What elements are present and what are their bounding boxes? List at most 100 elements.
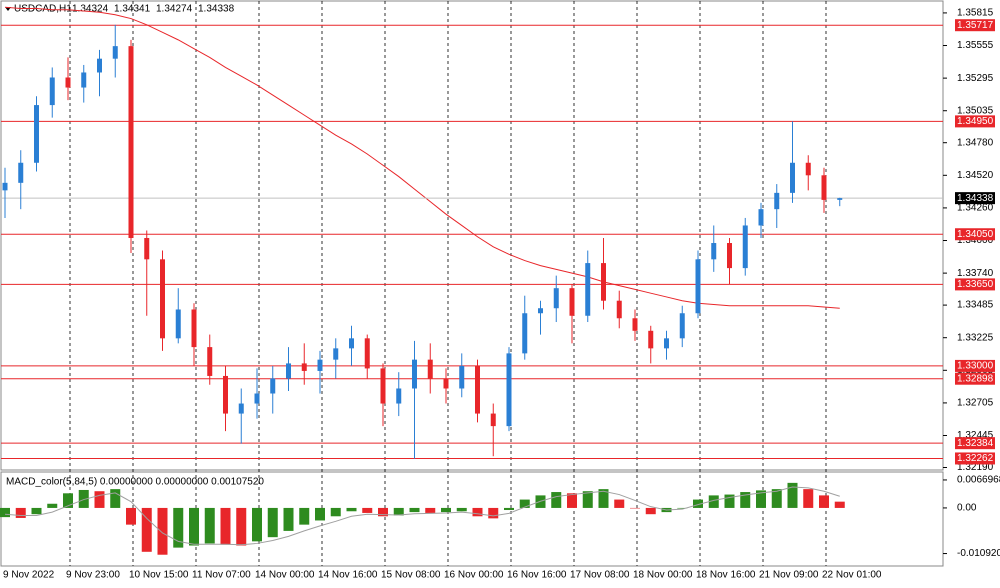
level-label-box	[955, 359, 995, 372]
macd-bar	[330, 507, 341, 517]
y-tick-label: 1.32445	[957, 430, 994, 441]
candle-body	[160, 259, 165, 339]
macd-bar	[425, 507, 436, 513]
y-tick-label: 1.32190	[957, 462, 994, 473]
candle-body	[648, 330, 654, 349]
candle-body	[238, 403, 244, 414]
x-tick-label: 18 Nov 00:00	[633, 570, 693, 581]
level-label-box	[955, 19, 995, 32]
level-label: 1.32262	[957, 453, 994, 464]
macd-bar	[204, 507, 215, 544]
header-high: 1.34341	[114, 4, 151, 15]
macd-signal	[4, 486, 840, 546]
macd-bar	[220, 507, 231, 545]
x-tick-label: 9 Nov 2022	[3, 570, 55, 581]
macd-bar	[362, 507, 373, 513]
x-tick-label: 18 Nov 16:00	[696, 570, 756, 581]
candle-body	[333, 348, 339, 360]
level-label-box	[955, 228, 995, 241]
y-tick-label: 1.34520	[957, 170, 994, 181]
candle-body	[443, 378, 449, 389]
macd-bar	[110, 489, 121, 508]
candle-body	[270, 378, 276, 394]
macd-bar	[409, 507, 420, 513]
macd-bar	[63, 493, 73, 508]
macd-bar	[346, 507, 357, 512]
macd-bar	[724, 494, 735, 508]
candle-body	[128, 46, 134, 239]
candle-body	[191, 309, 197, 348]
macd-bar	[378, 507, 388, 517]
candle-body	[758, 209, 764, 226]
x-tick-label: 11 Nov 07:00	[192, 570, 251, 581]
macd-bar	[267, 507, 278, 538]
macd-bar	[834, 501, 845, 508]
candle-body	[727, 243, 732, 269]
y-tick-label: 1.34780	[957, 137, 994, 148]
macd-bar	[393, 507, 404, 516]
y-tick-label: 1.34260	[957, 203, 994, 214]
x-tick-label: 15 Nov 08:00	[381, 570, 441, 581]
candle-body	[65, 77, 71, 88]
macd-bar	[771, 489, 782, 508]
level-label: 1.32384	[957, 438, 994, 449]
macd-bar	[740, 492, 751, 508]
candle-body	[506, 353, 512, 427]
macd-bar	[598, 489, 609, 508]
candle-body	[49, 77, 55, 106]
level-label: 1.35717	[957, 20, 994, 31]
macd-bar	[645, 507, 656, 515]
level-label: 1.33000	[957, 361, 994, 372]
candle-body	[553, 288, 559, 309]
y-tick-label: 0.0066968	[957, 475, 1000, 486]
macd-bar	[141, 507, 152, 552]
candle-body	[81, 72, 87, 88]
candle-body	[616, 300, 622, 319]
candle-body	[585, 263, 591, 316]
macd-bar	[15, 507, 26, 518]
y-tick-label: 1.35815	[957, 8, 994, 19]
y-tick-label: 1.32705	[957, 398, 994, 409]
candle-body	[317, 359, 323, 371]
x-tick-label: 9 Nov 23:00	[66, 570, 120, 581]
macd-bar	[582, 491, 593, 508]
y-tick-label: 1.35555	[957, 40, 994, 51]
macd-bar	[189, 507, 199, 546]
macd-bar	[708, 495, 719, 508]
y-tick-label: -0.0109203	[957, 548, 1000, 559]
y-tick-label: 1.33740	[957, 268, 994, 279]
moving-average	[4, 6, 840, 309]
macd-bar	[252, 507, 262, 542]
macd-bar	[31, 507, 42, 515]
y-tick-label: 1.35295	[957, 73, 994, 84]
candle-body	[112, 46, 118, 59]
macd-bar	[803, 489, 814, 508]
macd-title: MACD_color(5,84,5) 0.00000000 0.00000000…	[6, 477, 264, 488]
candle-body	[742, 225, 748, 269]
candle-body	[538, 308, 543, 314]
level-label-box	[955, 278, 995, 291]
candle-body	[396, 388, 402, 404]
y-tick-label: 1.35035	[957, 105, 994, 116]
candle-body	[412, 359, 417, 389]
candle-body	[569, 288, 575, 316]
candle-body	[427, 359, 433, 379]
macd-bar	[126, 507, 136, 525]
macd-bar	[630, 507, 640, 509]
macd-bar	[0, 507, 10, 518]
candle-body	[695, 259, 701, 314]
macd-bar	[299, 507, 310, 525]
level-label-box	[955, 437, 995, 450]
candle-body	[254, 393, 260, 404]
macd-bar	[456, 507, 467, 512]
current-price-label: 1.34338	[957, 193, 994, 204]
macd-frame	[0, 471, 944, 567]
macd-bar	[441, 507, 451, 513]
x-tick-label: 17 Nov 08:00	[570, 570, 630, 581]
candle-body	[144, 238, 150, 260]
x-tick-label: 16 Nov 00:00	[444, 570, 504, 581]
macd-bar	[157, 507, 168, 555]
candle-body	[301, 363, 307, 371]
candle-body	[601, 263, 606, 301]
macd-bar	[614, 499, 625, 508]
